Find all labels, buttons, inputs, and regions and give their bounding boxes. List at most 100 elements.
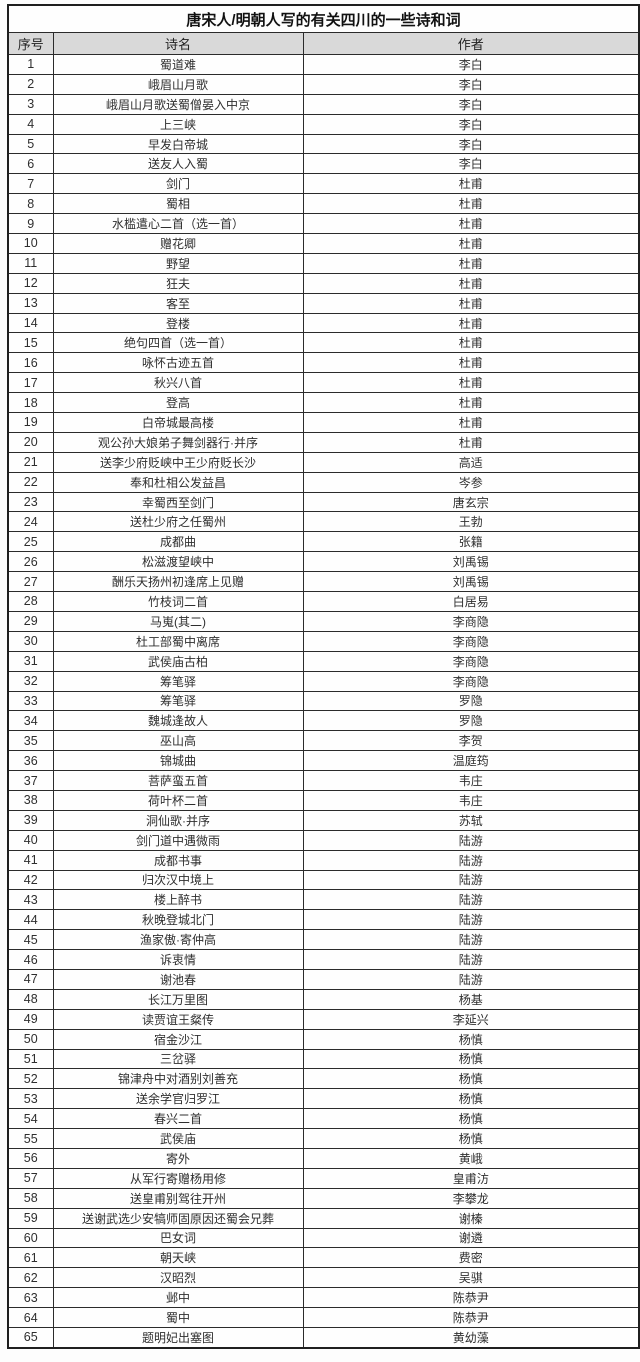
poem-name-cell: 楼上醉书 <box>52 889 304 911</box>
row-index-cell: 26 <box>7 551 54 573</box>
author-cell: 李白 <box>302 93 640 115</box>
table-row: 65 题明妃出塞图 黄幼藻 <box>7 1326 640 1349</box>
table-row: 39 洞仙歌·并序 苏轼 <box>7 809 640 831</box>
row-index-cell: 55 <box>7 1128 54 1149</box>
row-index-cell: 9 <box>7 213 54 235</box>
author-cell: 陆游 <box>302 929 640 951</box>
row-index-cell: 61 <box>7 1247 54 1269</box>
poem-name-cell: 邺中 <box>52 1287 304 1309</box>
author-cell: 吴骐 <box>302 1267 640 1289</box>
author-cell: 陆游 <box>302 889 640 911</box>
page-title: 唐宋人/明朝人写的有关四川的一些诗和词 <box>7 4 640 33</box>
row-index-cell: 35 <box>7 730 54 752</box>
author-cell: 李攀龙 <box>302 1187 640 1209</box>
author-cell: 李商隐 <box>302 670 640 692</box>
table-row: 1 蜀道难 李白 <box>7 54 640 75</box>
row-index-cell: 58 <box>7 1187 54 1209</box>
row-index-cell: 49 <box>7 1008 54 1030</box>
table-row: 37 菩萨蛮五首 韦庄 <box>7 770 640 791</box>
row-index-cell: 25 <box>7 531 54 553</box>
row-index-cell: 63 <box>7 1287 54 1309</box>
poem-name-cell: 送友人入蜀 <box>52 153 304 175</box>
poem-name-cell: 杜工部蜀中离席 <box>52 630 304 652</box>
poem-name-cell: 野望 <box>52 252 304 274</box>
author-cell: 陈恭尹 <box>302 1287 640 1309</box>
author-cell: 罗隐 <box>302 710 640 732</box>
table-row: 50 宿金沙江 杨慎 <box>7 1028 640 1050</box>
author-cell: 杜甫 <box>302 272 640 294</box>
row-index-cell: 10 <box>7 233 54 254</box>
poem-name-cell: 秋晚登城北门 <box>52 909 304 931</box>
row-index-cell: 40 <box>7 829 54 851</box>
poem-name-cell: 菩萨蛮五首 <box>52 770 304 791</box>
table-row: 43 楼上醉书 陆游 <box>7 889 640 911</box>
author-cell: 李商隐 <box>302 610 640 632</box>
row-index-cell: 11 <box>7 252 54 274</box>
row-index-cell: 18 <box>7 392 54 414</box>
table-row: 35 巫山高 李贺 <box>7 730 640 752</box>
column-header-author: 作者 <box>302 32 640 55</box>
table-row: 63 邺中 陈恭尹 <box>7 1287 640 1309</box>
row-index-cell: 28 <box>7 591 54 612</box>
author-cell: 杜甫 <box>302 173 640 195</box>
author-cell: 高适 <box>302 451 640 473</box>
poem-name-cell: 剑门道中遇微雨 <box>52 829 304 851</box>
author-cell: 李白 <box>302 153 640 175</box>
author-cell: 李白 <box>302 54 640 75</box>
table-row: 24 送杜少府之任蜀州 王勃 <box>7 511 640 533</box>
row-index-cell: 44 <box>7 909 54 931</box>
table-row: 22 奉和杜相公发益昌 岑参 <box>7 471 640 493</box>
author-cell: 皇甫汸 <box>302 1167 640 1189</box>
table-row: 11 野望 杜甫 <box>7 252 640 274</box>
table-row: 32 筹笔驿 李商隐 <box>7 670 640 692</box>
author-cell: 罗隐 <box>302 690 640 712</box>
table-row: 48 长江万里图 杨基 <box>7 988 640 1010</box>
row-index-cell: 31 <box>7 650 54 672</box>
table-row: 3 峨眉山月歌送蜀僧晏入中京 李白 <box>7 93 640 115</box>
poem-name-cell: 赠花卿 <box>52 233 304 254</box>
table-row: 10 赠花卿 杜甫 <box>7 233 640 254</box>
row-index-cell: 4 <box>7 113 54 135</box>
table-row: 21 送李少府贬峡中王少府贬长沙 高适 <box>7 451 640 473</box>
poem-name-cell: 登高 <box>52 392 304 414</box>
poem-name-cell: 寄外 <box>52 1147 304 1169</box>
poem-name-cell: 送杜少府之任蜀州 <box>52 511 304 533</box>
poem-name-cell: 谢池春 <box>52 968 304 990</box>
table-row: 15 绝句四首（选一首） 杜甫 <box>7 332 640 354</box>
poem-name-cell: 竹枝词二首 <box>52 591 304 612</box>
author-cell: 白居易 <box>302 591 640 612</box>
poem-name-cell: 巫山高 <box>52 730 304 752</box>
table-row: 58 送皇甫别驾往开州 李攀龙 <box>7 1187 640 1209</box>
poem-name-cell: 水槛遣心二首（选一首） <box>52 213 304 235</box>
poem-name-cell: 成都书事 <box>52 849 304 871</box>
row-index-cell: 30 <box>7 630 54 652</box>
poem-name-cell: 渔家傲·寄仲高 <box>52 929 304 951</box>
poem-name-cell: 武侯庙古柏 <box>52 650 304 672</box>
poem-name-cell: 送谢武选少安犒师固原因还蜀会兄葬 <box>52 1207 304 1229</box>
row-index-cell: 32 <box>7 670 54 692</box>
table-row: 51 三岔驿 杨慎 <box>7 1048 640 1070</box>
author-cell: 张籍 <box>302 531 640 553</box>
table-row: 42 归次汉中境上 陆游 <box>7 869 640 891</box>
poem-name-cell: 峨眉山月歌送蜀僧晏入中京 <box>52 93 304 115</box>
author-cell: 杜甫 <box>302 412 640 433</box>
poem-name-cell: 白帝城最高楼 <box>52 412 304 433</box>
poem-name-cell: 巴女词 <box>52 1227 304 1249</box>
author-cell: 刘禹锡 <box>302 551 640 573</box>
author-cell: 杜甫 <box>302 431 640 453</box>
poem-name-cell: 洞仙歌·并序 <box>52 809 304 831</box>
table-row: 31 武侯庙古柏 李商隐 <box>7 650 640 672</box>
row-index-cell: 46 <box>7 949 54 970</box>
author-cell: 陆游 <box>302 849 640 871</box>
poem-name-cell: 送李少府贬峡中王少府贬长沙 <box>52 451 304 473</box>
poem-name-cell: 绝句四首（选一首） <box>52 332 304 354</box>
table-row: 4 上三峡 李白 <box>7 113 640 135</box>
row-index-cell: 1 <box>7 54 54 75</box>
poem-name-cell: 客至 <box>52 292 304 314</box>
poem-name-cell: 锦城曲 <box>52 750 304 772</box>
author-cell: 陆游 <box>302 869 640 891</box>
poem-name-cell: 观公孙大娘弟子舞剑器行·并序 <box>52 431 304 453</box>
poem-name-cell: 蜀相 <box>52 193 304 215</box>
author-cell: 费密 <box>302 1247 640 1269</box>
table-row: 38 荷叶杯二首 韦庄 <box>7 789 640 811</box>
